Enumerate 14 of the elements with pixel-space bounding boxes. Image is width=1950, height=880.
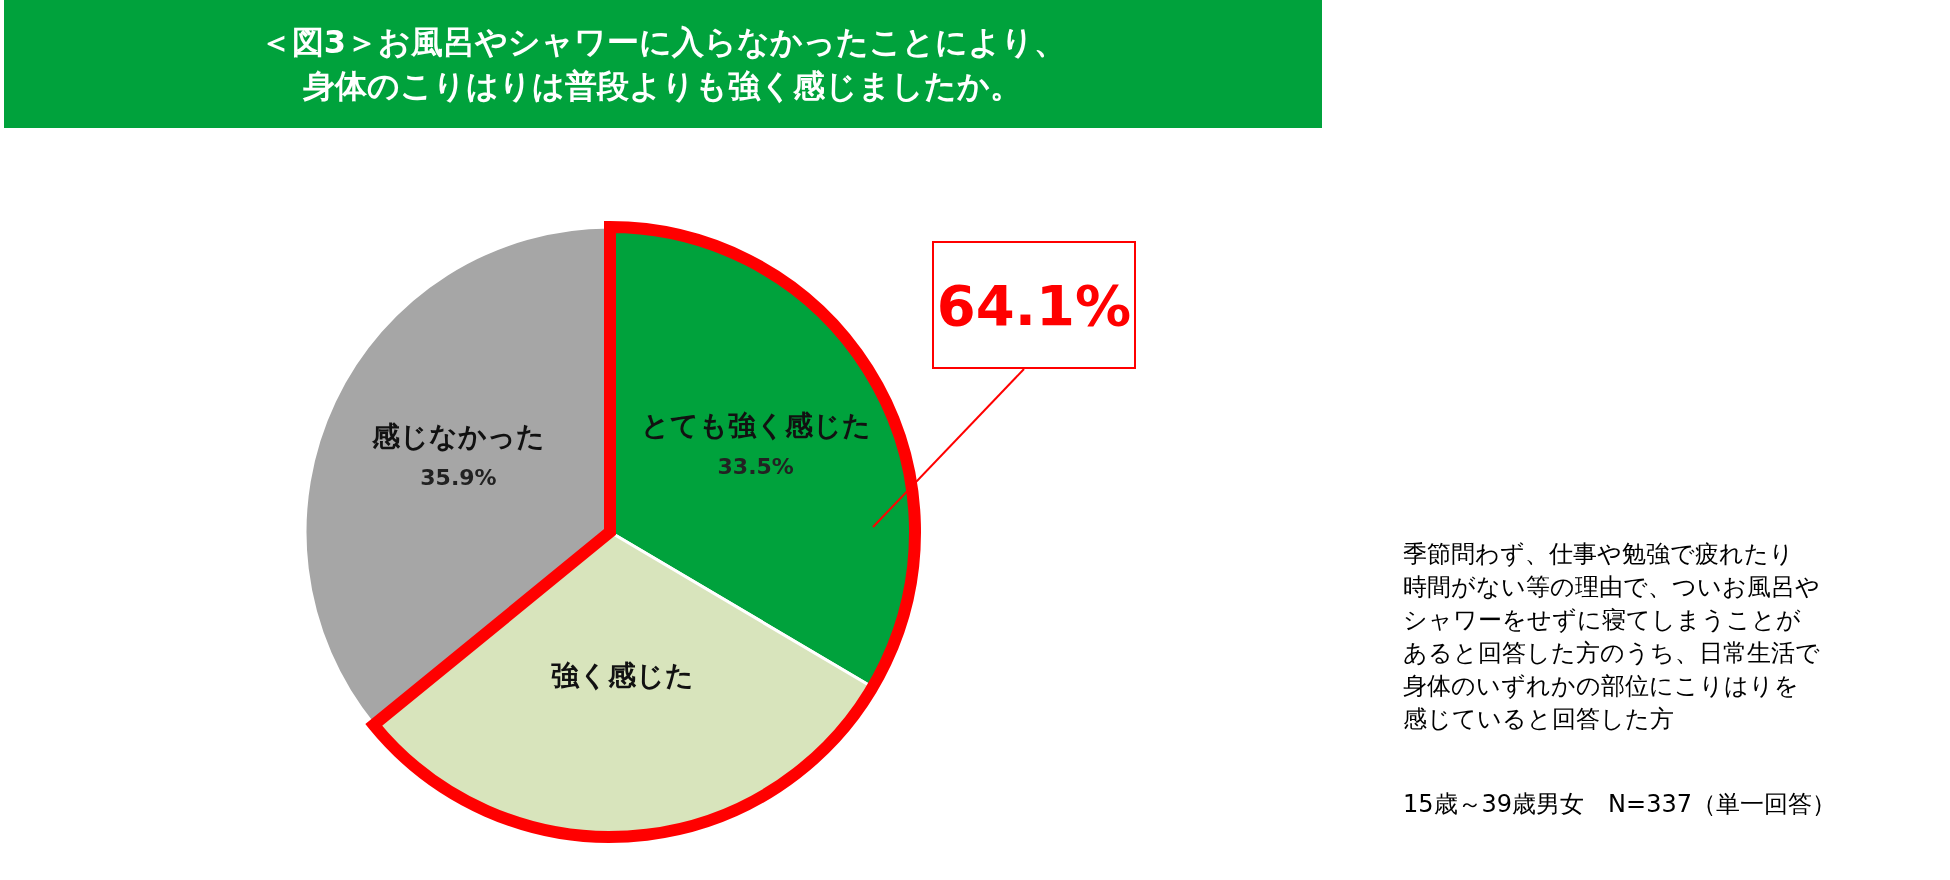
text: 64.1% (932, 241, 1136, 369)
data-label: 33.5% (717, 453, 794, 479)
data-label: 35.9% (420, 465, 497, 491)
text: 感じていると回答した方 (1403, 704, 1675, 735)
text: 15歳～39歳男女 N=337（単一回答） (1403, 789, 1836, 820)
text: あると回答した方のうち、日常生活で (1403, 638, 1820, 669)
slice-label: とても強く感じた (640, 408, 871, 442)
chart-title: ＜図3＞お風呂やシャワーに入らなかったことにより、身体のこりはりは普段よりも強く感じましたか。 (259, 22, 1067, 107)
text: シャワーをせずに寝てしまうことが (1403, 605, 1802, 636)
text: 時間がない等の理由で、ついお風呂や (1403, 572, 1820, 603)
slice-label: 強く感じた (551, 659, 695, 693)
text: 身体のいずれかの部位にこりはりを (1403, 671, 1800, 702)
text: 季節問わず、仕事や勉強で疲れたり (1403, 539, 1795, 570)
slice-label: 感じなかった (370, 420, 545, 454)
